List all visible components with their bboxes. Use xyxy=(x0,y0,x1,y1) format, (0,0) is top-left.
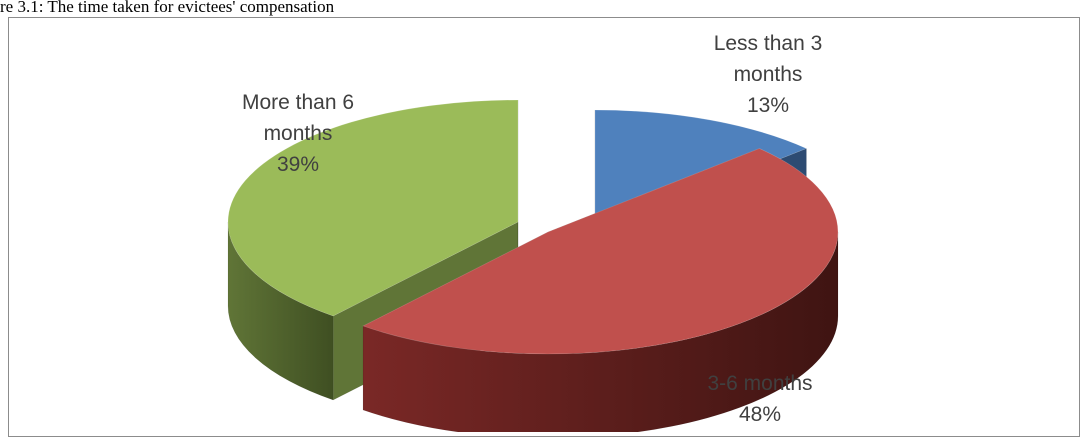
pie-label-value: 13% xyxy=(747,94,789,117)
pie-label-text: months xyxy=(264,122,333,145)
pie-label-text: More than 6 xyxy=(242,91,354,114)
pie-label-text: Less than 3 xyxy=(714,32,823,55)
pie-label-text: months xyxy=(734,63,803,86)
pie-label-text: 3-6 months xyxy=(707,372,812,395)
pie-label-value: 48% xyxy=(739,403,781,426)
pie-label-less-than-3-months: Less than 3 months 13% xyxy=(714,32,823,117)
pie-label-value: 39% xyxy=(277,153,319,176)
